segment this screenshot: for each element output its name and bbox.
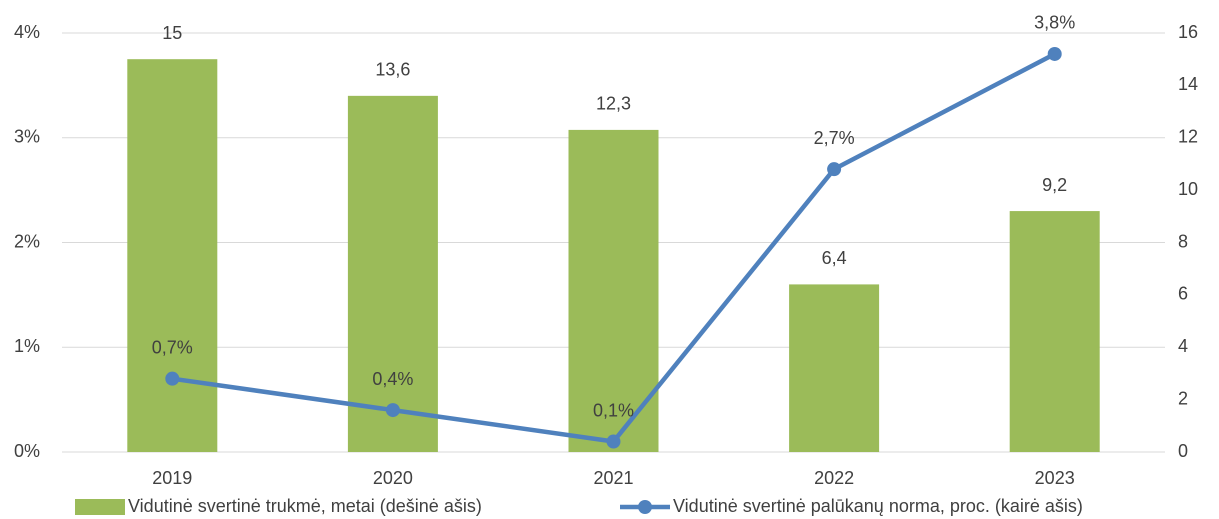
data-label: 12,3 (596, 94, 631, 114)
y-tick-label: 2% (14, 231, 40, 251)
y-tick-label: 4% (14, 22, 40, 42)
y2-tick-label: 12 (1178, 127, 1198, 147)
data-label: 15 (162, 23, 182, 43)
y2-tick-label: 0 (1178, 441, 1188, 461)
bar (127, 59, 218, 452)
legend-label: Vidutinė svertinė trukmė, metai (dešinė … (128, 496, 482, 516)
data-label: 0,4% (372, 369, 413, 389)
data-label: 3,8% (1034, 13, 1075, 33)
line-marker (606, 434, 621, 449)
y-tick-label: 1% (14, 336, 40, 356)
y2-tick-label: 2 (1178, 388, 1188, 408)
line-marker (1047, 46, 1062, 61)
line-marker (165, 371, 180, 386)
data-label: 6,4 (822, 248, 847, 268)
y-tick-label: 0% (14, 441, 40, 461)
line-marker (385, 403, 400, 418)
legend-marker (638, 500, 652, 514)
y2-tick-label: 6 (1178, 284, 1188, 304)
legend-label: Vidutinė svertinė palūkanų norma, proc. … (673, 496, 1083, 516)
data-label: 2,7% (814, 128, 855, 148)
y2-tick-label: 14 (1178, 74, 1198, 94)
y-tick-label: 3% (14, 127, 40, 147)
x-tick-label: 2023 (1035, 468, 1075, 488)
data-label: 0,7% (152, 337, 193, 357)
data-label: 13,6 (375, 60, 410, 80)
bar (347, 95, 438, 452)
y2-tick-label: 8 (1178, 231, 1188, 251)
data-label: 0,1% (593, 400, 634, 420)
y2-tick-label: 4 (1178, 336, 1188, 356)
bar (568, 129, 659, 453)
x-tick-label: 2020 (373, 468, 413, 488)
data-label: 9,2 (1042, 175, 1067, 195)
y2-tick-label: 10 (1178, 179, 1198, 199)
line-marker (827, 162, 842, 177)
x-tick-label: 2022 (814, 468, 854, 488)
x-tick-label: 2019 (152, 468, 192, 488)
y2-tick-label: 16 (1178, 22, 1198, 42)
legend-swatch (75, 499, 125, 515)
bar (1009, 211, 1100, 452)
x-tick-label: 2021 (593, 468, 633, 488)
bar (789, 284, 880, 452)
